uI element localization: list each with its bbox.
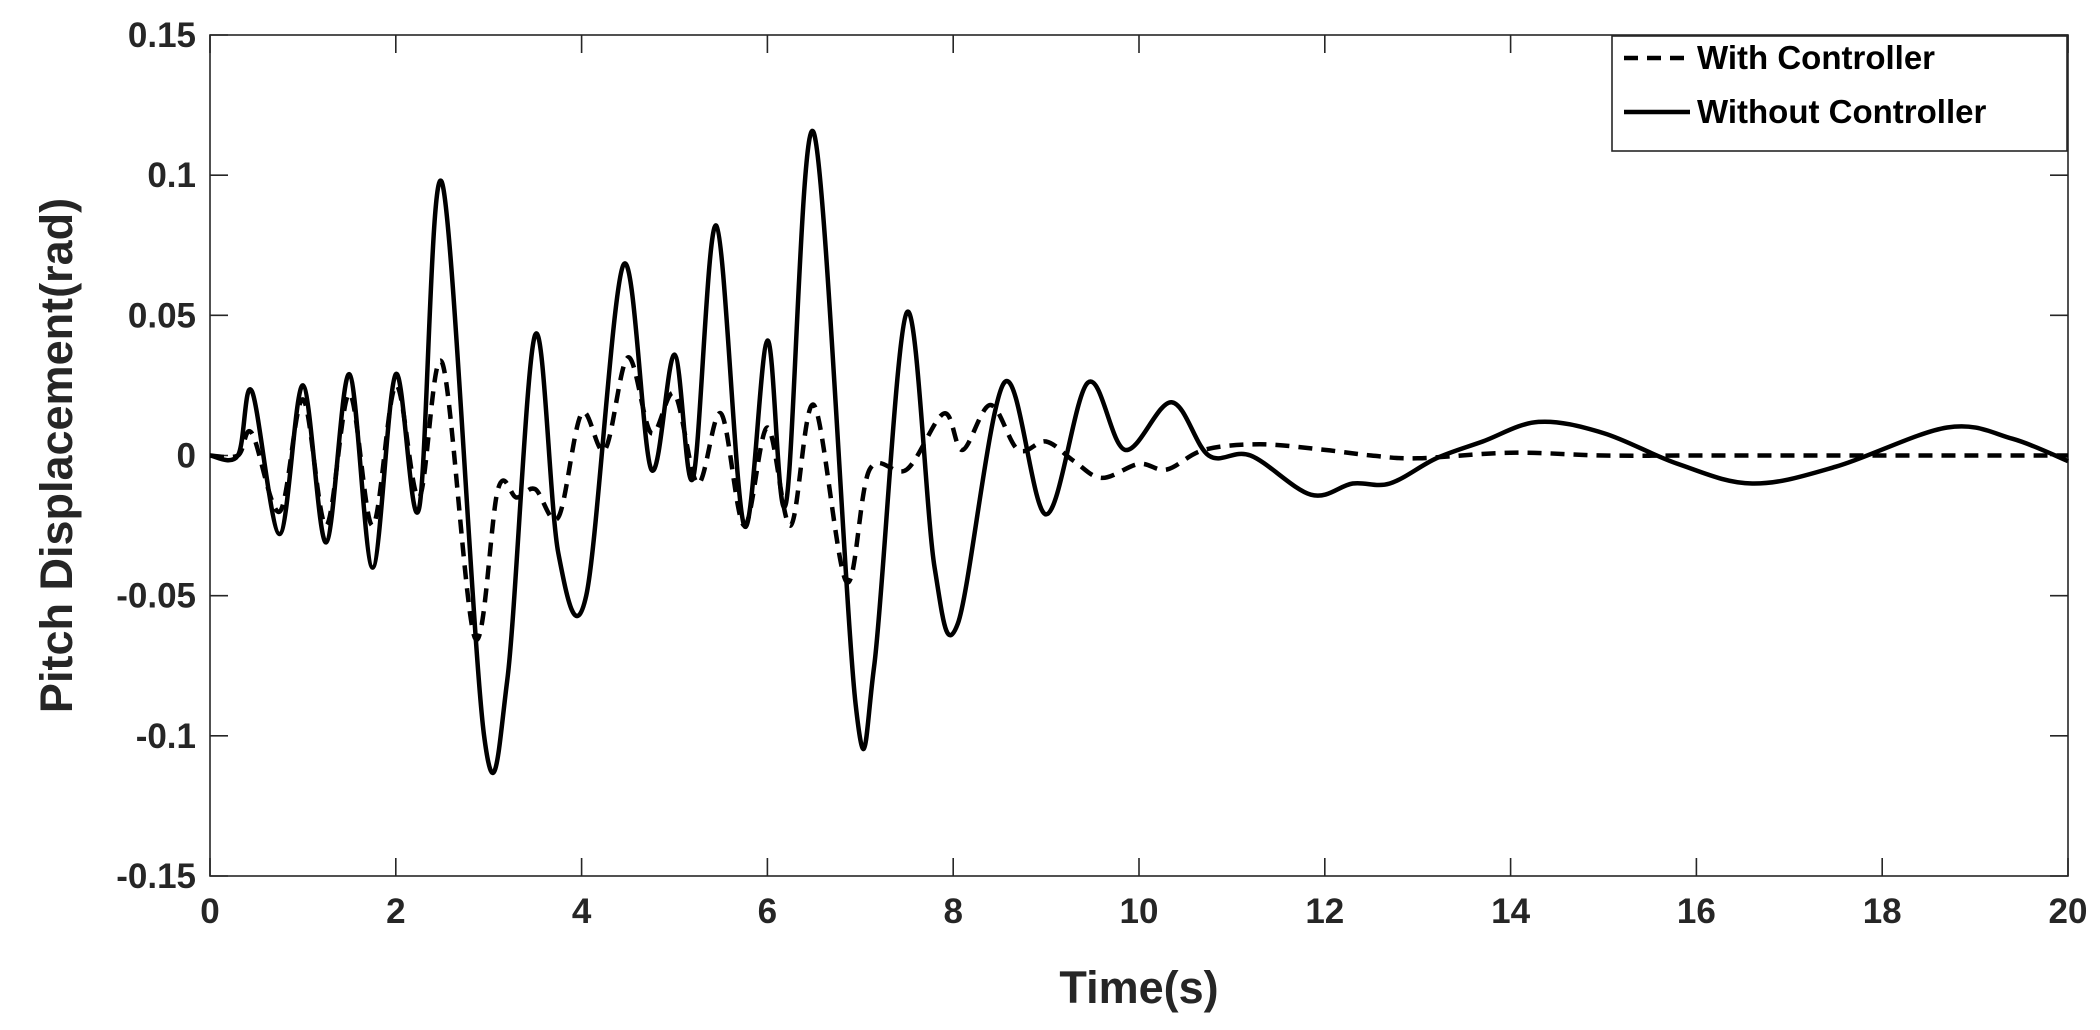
x-tick-label: 12 <box>1305 892 1344 931</box>
x-tick-label: 16 <box>1677 892 1716 931</box>
y-tick-label: -0.05 <box>116 577 196 616</box>
legend: With Controller Without Controller <box>1611 35 2068 152</box>
y-tick-label: 0 <box>177 437 196 476</box>
x-tick-labels: 0 2 4 6 8 10 12 14 16 18 20 <box>200 892 2087 931</box>
x-tick-label: 18 <box>1863 892 1902 931</box>
x-tick-label: 0 <box>200 892 219 931</box>
x-tick-label: 14 <box>1491 892 1530 931</box>
y-axis-label: Pitch Displacement(rad) <box>31 198 82 713</box>
y-tick-label: -0.1 <box>136 717 196 756</box>
x-axis-label: Time(s) <box>1059 962 1218 1013</box>
series-line-with-controller <box>209 355 2068 642</box>
x-tick-label: 10 <box>1120 892 1159 931</box>
x-tick-label: 20 <box>2049 892 2088 931</box>
series-layer <box>209 128 2069 776</box>
y-tick-label: -0.15 <box>116 857 196 896</box>
y-tick-label: 0.05 <box>128 296 196 335</box>
y-tick-label: 0.1 <box>147 156 196 195</box>
x-tick-label: 4 <box>572 892 592 931</box>
y-tick-labels: -0.15 -0.1 -0.05 0 0.05 0.1 0.15 <box>116 16 196 896</box>
y-tick-label: 0.15 <box>128 16 196 55</box>
legend-box <box>1611 35 2068 152</box>
x-tick-label: 2 <box>386 892 405 931</box>
legend-label-without-controller: Without Controller <box>1697 93 1986 130</box>
axis-ticks <box>209 34 2069 877</box>
x-tick-label: 8 <box>943 892 962 931</box>
x-tick-label: 6 <box>758 892 777 931</box>
legend-label-with-controller: With Controller <box>1697 39 1935 76</box>
